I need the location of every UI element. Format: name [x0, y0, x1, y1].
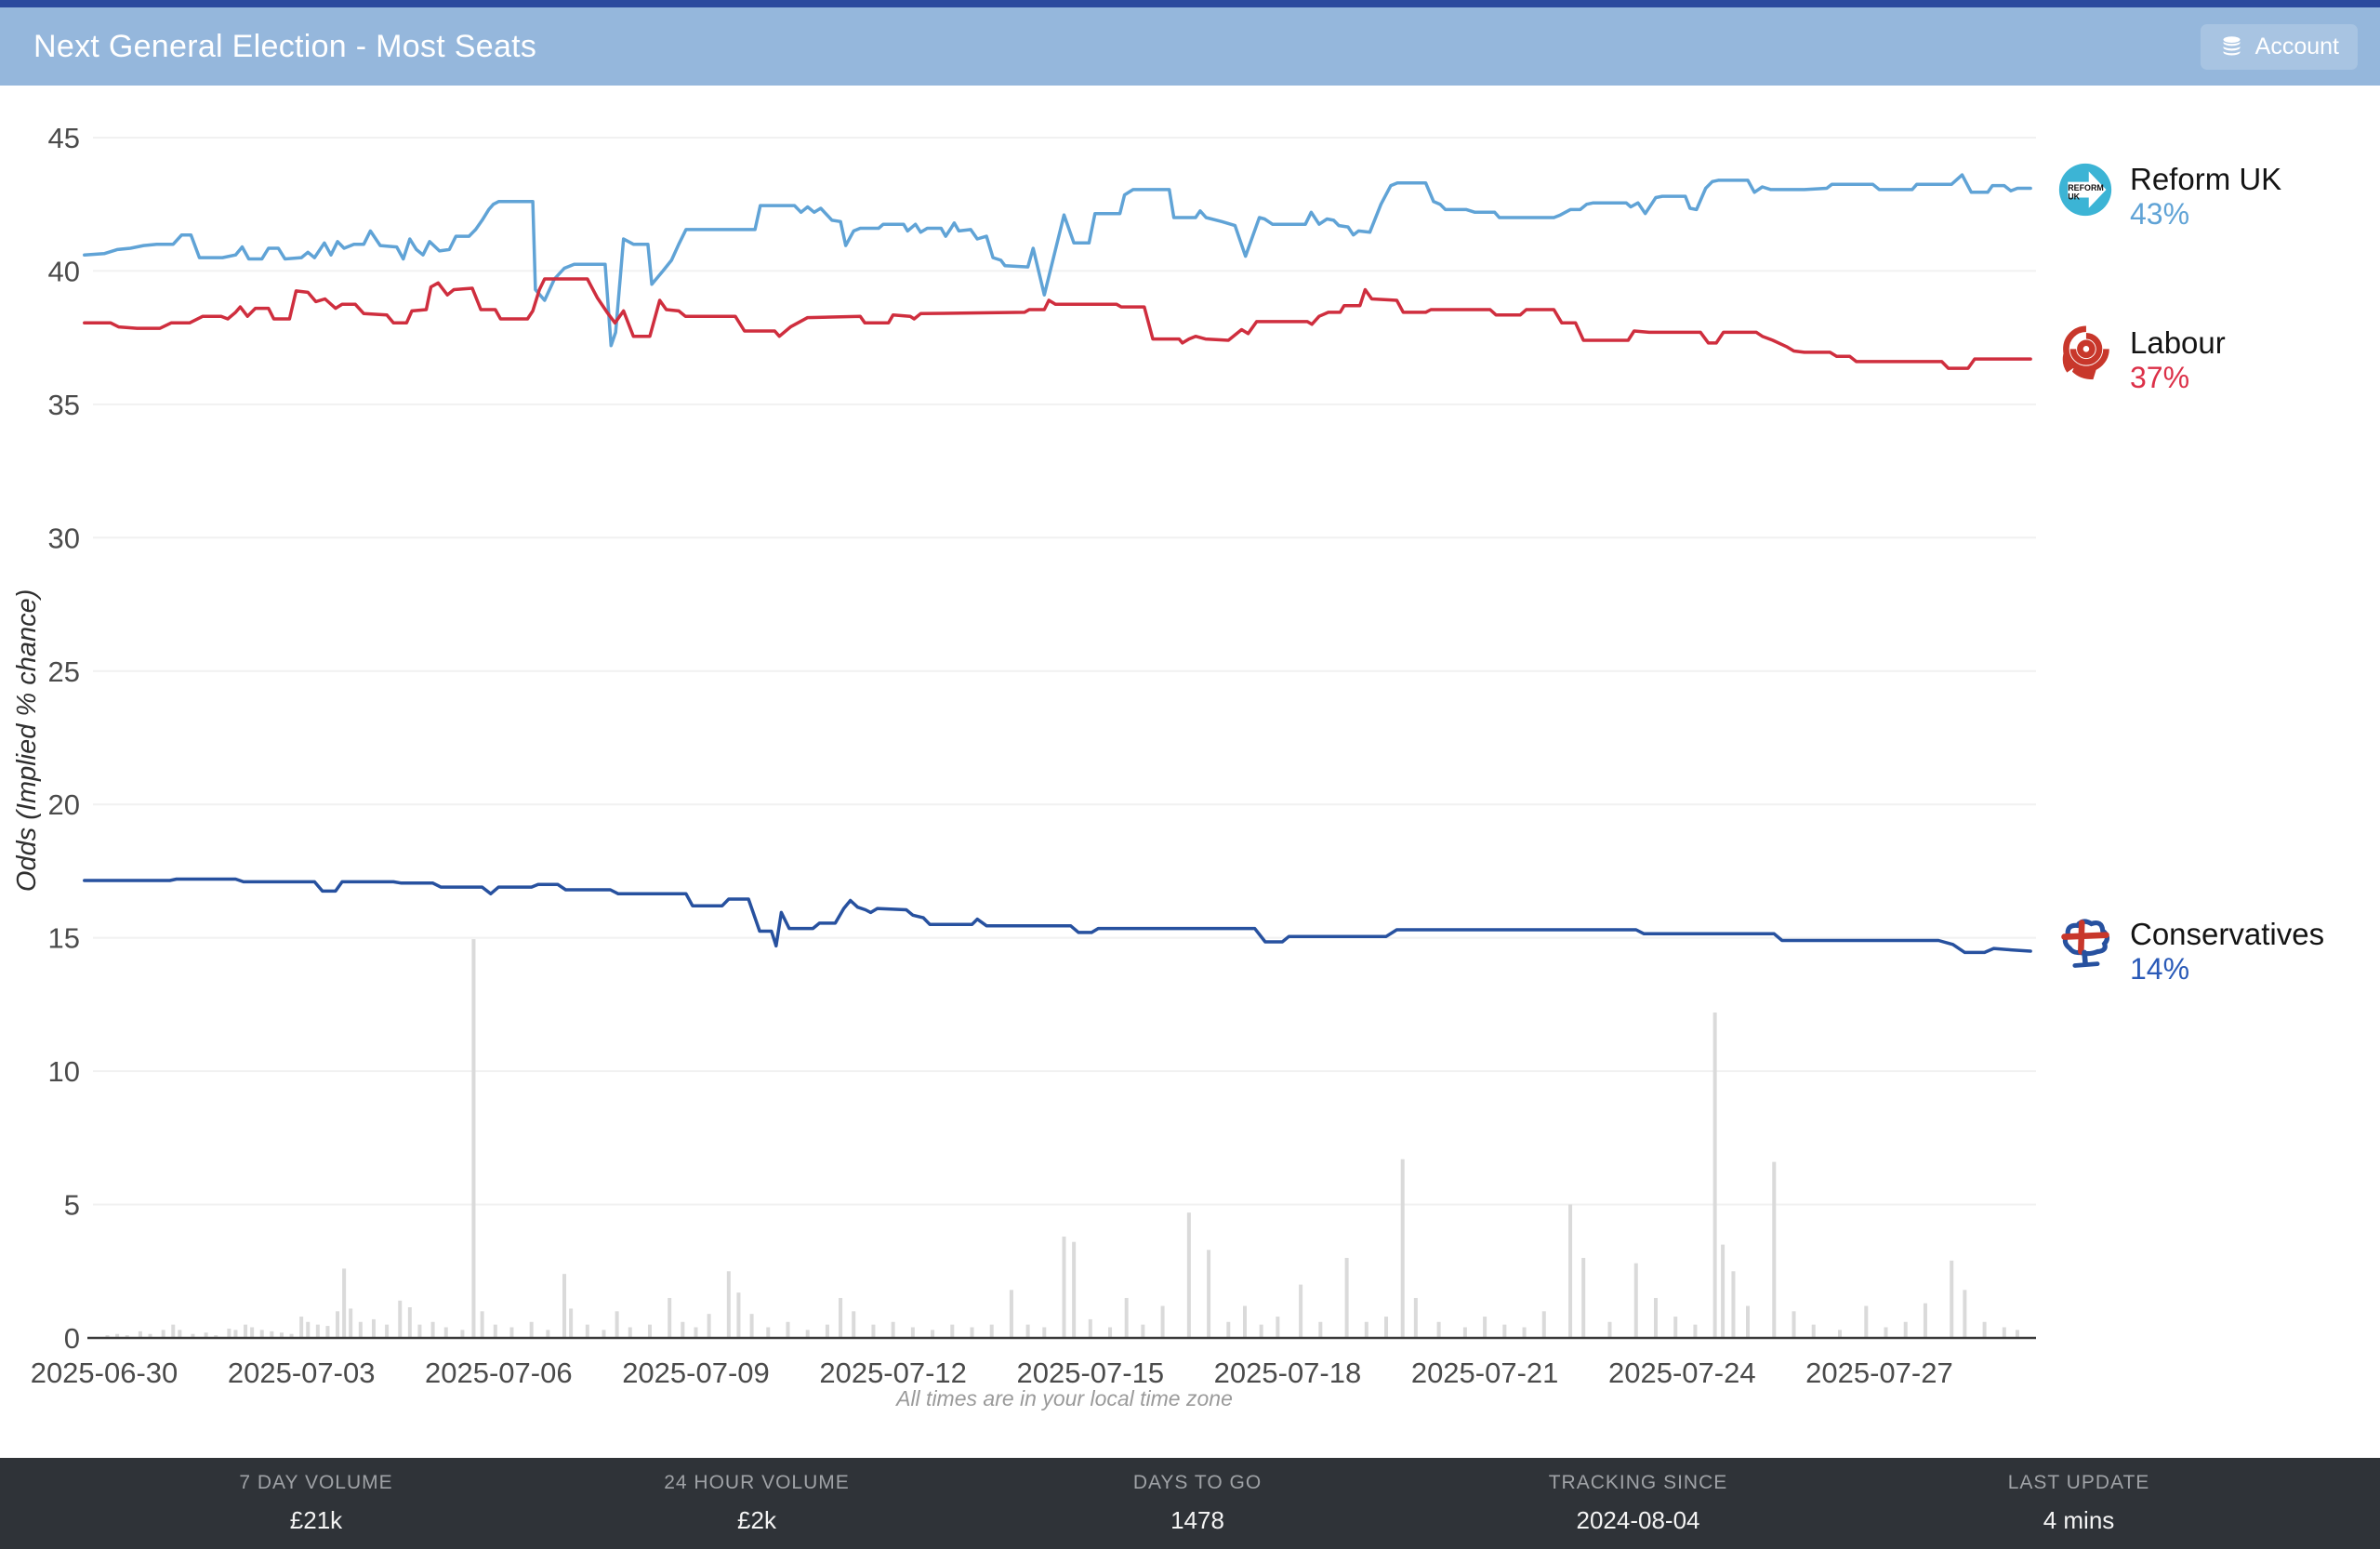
- svg-text:2025-06-30: 2025-06-30: [31, 1357, 178, 1389]
- svg-text:45: 45: [48, 122, 80, 154]
- svg-text:2025-07-24: 2025-07-24: [1608, 1357, 1756, 1389]
- stat-value: £21k: [289, 1506, 343, 1534]
- stat-label: LAST UPDATE: [2007, 1472, 2150, 1493]
- svg-text:2025-07-06: 2025-07-06: [425, 1357, 573, 1389]
- gridlines: [93, 136, 2036, 1206]
- legend-name: Labour: [2130, 325, 2226, 360]
- coins-icon: [2219, 34, 2244, 60]
- svg-text:10: 10: [48, 1055, 80, 1088]
- series-line-labour: [83, 277, 2032, 370]
- stat-tracking-since: TRACKING SINCE 2024-08-04: [1418, 1472, 1858, 1535]
- labour-rose-logo-icon: [2057, 325, 2113, 381]
- svg-text:2025-07-27: 2025-07-27: [1805, 1357, 1953, 1389]
- top-strip: [0, 0, 2380, 7]
- stat-label: 7 DAY VOLUME: [239, 1472, 393, 1493]
- series-line-conservatives: [83, 877, 2032, 955]
- series-line-reform-uk: [83, 173, 2032, 348]
- stat-value: 4 mins: [2043, 1506, 2115, 1534]
- legend-name: Reform UK: [2130, 162, 2282, 196]
- stat-value: 1478: [1170, 1506, 1224, 1534]
- svg-text:30: 30: [48, 522, 80, 554]
- chart-area: 0 5 10 15 20 25 30 35 40 45 2025-06-30 2025-07-03 20…: [0, 86, 2380, 1458]
- stat-label: TRACKING SINCE: [1548, 1472, 1728, 1493]
- y-axis-title: Odds (Implied % chance): [12, 589, 42, 893]
- y-axis-ticks: 0 5 10 15 20 25 30 35 40 45: [48, 122, 80, 1355]
- chart-legend: REFORM UK Reform UK 43% Labour 37%: [2057, 86, 2380, 1458]
- legend-percentage: 37%: [2130, 361, 2190, 394]
- volume-bars: [105, 939, 2019, 1337]
- svg-text:40: 40: [48, 255, 80, 287]
- stat-value: £2k: [737, 1506, 776, 1534]
- stat-7-day-volume: 7 DAY VOLUME £21k: [96, 1472, 536, 1535]
- svg-text:0: 0: [64, 1322, 80, 1355]
- svg-text:5: 5: [64, 1189, 80, 1222]
- svg-text:REFORM: REFORM: [2068, 183, 2104, 192]
- svg-text:UK: UK: [2068, 192, 2080, 201]
- account-button[interactable]: Account: [2200, 23, 2358, 70]
- stat-value: 2024-08-04: [1576, 1506, 1700, 1534]
- x-axis-ticks: 2025-06-30 2025-07-03 2025-07-06 2025-07-09…: [31, 1357, 1953, 1389]
- account-button-label: Account: [2254, 33, 2339, 60]
- reform-uk-logo-icon: REFORM UK: [2057, 162, 2113, 218]
- conservatives-tree-logo-icon: [2057, 917, 2113, 973]
- legend-entry-labour[interactable]: Labour 37%: [2057, 325, 2226, 394]
- stat-last-update: LAST UPDATE 4 mins: [1858, 1472, 2299, 1535]
- stat-days-to-go: DAYS TO GO 1478: [977, 1472, 1418, 1535]
- stat-24-hour-volume: 24 HOUR VOLUME £2k: [536, 1472, 977, 1535]
- svg-text:15: 15: [48, 922, 80, 955]
- legend-percentage: 14%: [2130, 952, 2190, 986]
- stats-footer: 7 DAY VOLUME £21k 24 HOUR VOLUME £2k DAY…: [0, 1458, 2380, 1549]
- app-header: Next General Election - Most Seats Accou…: [0, 7, 2380, 86]
- stat-label: 24 HOUR VOLUME: [664, 1472, 850, 1493]
- svg-text:2025-07-09: 2025-07-09: [622, 1357, 770, 1389]
- stat-label: DAYS TO GO: [1132, 1472, 1263, 1493]
- svg-text:2025-07-18: 2025-07-18: [1214, 1357, 1362, 1389]
- svg-text:35: 35: [48, 389, 80, 421]
- svg-text:2025-07-15: 2025-07-15: [1017, 1357, 1165, 1389]
- page-title: Next General Election - Most Seats: [33, 28, 537, 64]
- svg-text:2025-07-12: 2025-07-12: [819, 1357, 967, 1389]
- legend-name: Conservatives: [2130, 917, 2325, 951]
- svg-text:2025-07-21: 2025-07-21: [1411, 1357, 1559, 1389]
- svg-text:25: 25: [48, 655, 80, 688]
- legend-entry-reform-uk[interactable]: REFORM UK Reform UK 43%: [2057, 162, 2281, 231]
- timezone-note: All times are in your local time zone: [894, 1386, 1233, 1410]
- svg-text:2025-07-03: 2025-07-03: [228, 1357, 376, 1389]
- svg-text:20: 20: [48, 788, 80, 821]
- legend-entry-conservatives[interactable]: Conservatives 14%: [2057, 917, 2324, 986]
- legend-percentage: 43%: [2130, 197, 2190, 231]
